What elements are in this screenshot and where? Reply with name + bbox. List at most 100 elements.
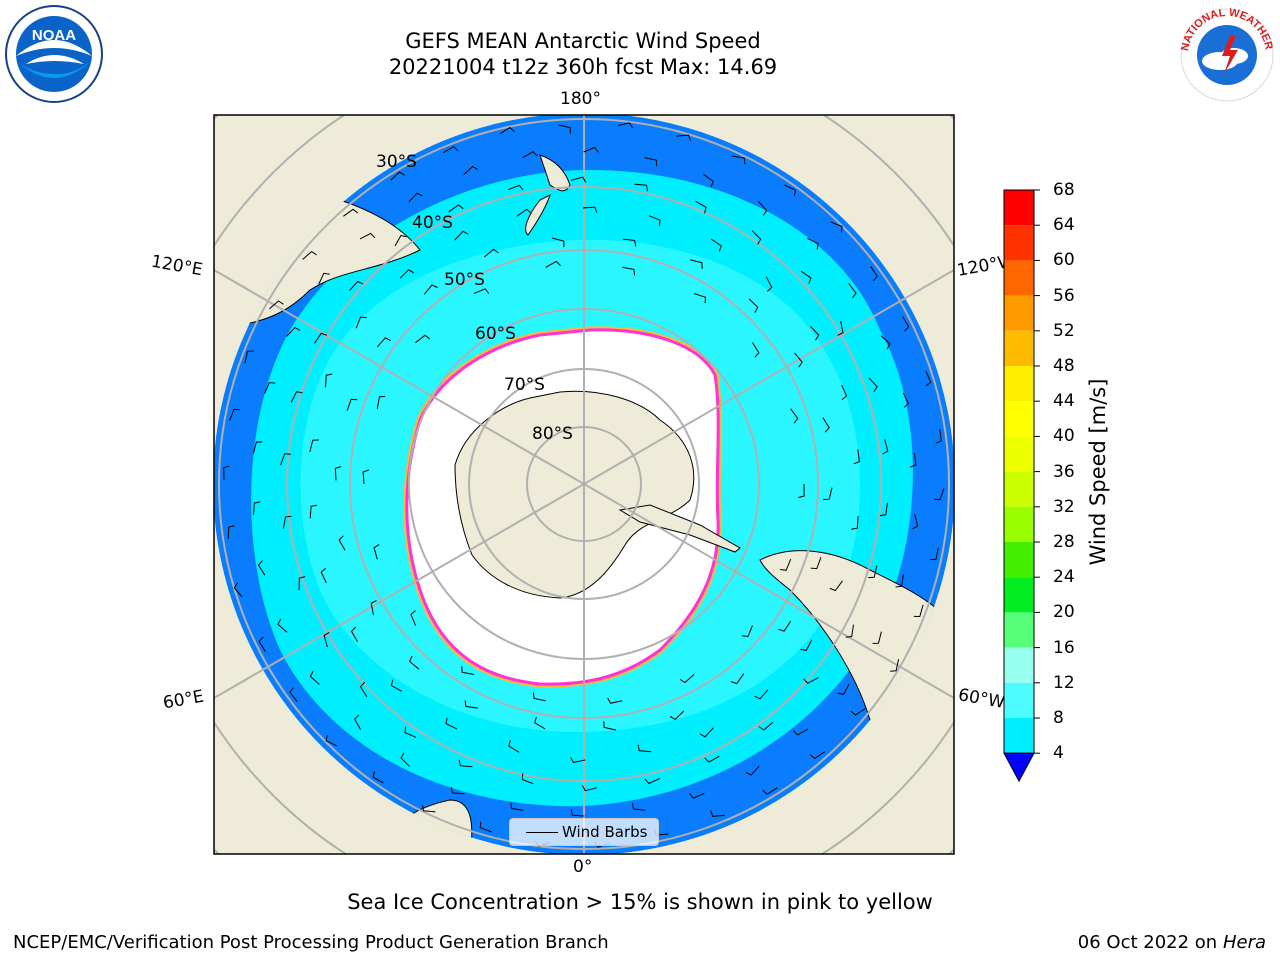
wind-barb [829,580,843,592]
colorbar-bin [1004,366,1034,402]
nws-logo: NATIONAL WEATHER SERVICE [1178,6,1275,102]
colorbar-bin [1004,190,1034,226]
wind-barb [837,320,844,336]
wind-barb [929,547,939,561]
lat-label-60s: 60°S [475,324,516,344]
wind-barb [830,221,843,233]
colorbar-bin [1004,542,1034,578]
wind-barb [298,576,306,591]
lon-label-180: 180° [560,89,601,109]
wind-barb [410,610,416,626]
wind-barb [445,717,458,730]
wind-barb [695,200,707,214]
wind-barb [676,134,692,141]
noaa-logo: NOAA [5,5,103,103]
wind-barb [872,631,882,644]
wind-barb [464,700,478,709]
wind-barb [394,234,407,247]
wind-barb [690,259,703,269]
wind-barb [807,237,819,250]
graticule [214,115,954,854]
wind-barb [282,515,292,529]
wind-barb [320,567,327,584]
colorbar-bin [1004,401,1034,437]
colorbar-tick-label: 36 [1053,461,1075,482]
wind-barb [913,604,924,618]
wind-barb [277,618,288,633]
wind-barb [699,727,714,738]
wind-barb [632,802,646,811]
wind-barb [508,740,520,753]
wind-barb [461,666,475,675]
wind-barb [508,184,524,191]
colorbar-tick-label: 8 [1053,708,1064,728]
colorbar-tick-label: 56 [1053,285,1075,306]
wind-barb [607,697,623,704]
colorbar-tick-label: 44 [1053,391,1075,412]
wind-barb [532,692,546,702]
wind-barb [850,708,866,716]
wind-barb [902,316,910,332]
wind-barb [302,250,317,260]
wind-barb [534,716,546,730]
wind-barb [870,266,878,282]
wind-barb [499,126,515,135]
colorbar-bin [1004,682,1034,718]
colorbar-tick-label: 52 [1053,320,1075,341]
wind-barb [458,759,473,768]
wind-barb [463,165,478,175]
wind-barb [895,574,904,588]
wind-barb [408,655,420,670]
wind-barb [376,395,386,409]
wind-barb [309,504,318,519]
wind-barb [644,157,658,167]
wind-barb [570,809,585,817]
colorbar-bin [1004,612,1034,648]
footer-branch: NCEP/EMC/Verification Post Processing Pr… [13,932,609,953]
wind-barb [473,288,490,294]
wind-barb [323,631,330,648]
wind-barb [751,230,762,245]
wind-barb [634,183,649,192]
colorbar-bin [1004,471,1034,507]
colorbar-tick-label: 60 [1053,250,1075,271]
wind-barb [223,465,230,480]
wind-barb [851,516,859,530]
wind-barb [359,681,368,698]
colorbar-tick-label: 4 [1053,743,1064,764]
wind-barb [617,122,634,129]
wind-barb [837,683,850,695]
colorbar-bin [1004,718,1034,754]
wind-barb [809,751,825,760]
wind-barb [454,230,469,241]
wind-barb [882,439,889,455]
wind-barb [233,582,243,598]
wind-barb [334,466,342,481]
chart-title: GEFS MEAN Antarctic Wind Speed [405,29,761,53]
colorbar-tick-label: 40 [1053,426,1075,447]
wind-barb [935,428,942,444]
wind-barb [483,248,499,258]
wind-barb [314,332,328,344]
wind-barb [822,417,830,433]
wind-barb [810,557,822,570]
wind-barb [732,155,746,165]
wind-barb [644,777,661,785]
wind-barb [710,810,725,817]
wind-barb [902,392,910,408]
wind-barb [784,184,796,196]
wind-barb [581,785,598,792]
wind-barb [355,316,367,329]
wind-barb [765,276,773,292]
wind-barb [516,208,532,217]
wind-barb [603,721,616,731]
wind-barb [362,469,369,485]
wind-barb [679,674,695,684]
colorbar-bin [1004,577,1034,613]
wind-barb [754,689,769,700]
map-frame [213,114,955,855]
wind-barb [286,326,301,337]
wind-barb [710,238,722,252]
lon-label-0: 0° [573,857,593,877]
wind-barb [800,270,812,284]
